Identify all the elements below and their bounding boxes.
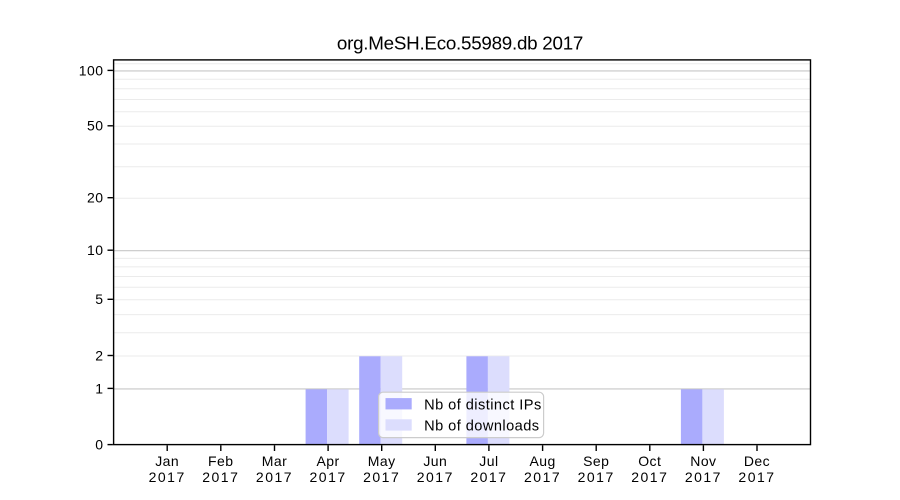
- svg-text:Dec: Dec: [744, 453, 770, 469]
- svg-text:2017: 2017: [310, 469, 347, 485]
- svg-text:10: 10: [87, 242, 103, 258]
- svg-text:Jul: Jul: [479, 453, 498, 469]
- svg-text:0: 0: [95, 437, 103, 453]
- svg-text:1: 1: [95, 380, 103, 396]
- svg-text:Nov: Nov: [690, 453, 716, 469]
- svg-text:2017: 2017: [738, 469, 775, 485]
- svg-text:2017: 2017: [202, 469, 239, 485]
- svg-text:Nb of distinct IPs: Nb of distinct IPs: [424, 398, 542, 414]
- svg-text:Nb of downloads: Nb of downloads: [424, 419, 539, 435]
- svg-text:2017: 2017: [685, 469, 722, 485]
- svg-text:2017: 2017: [470, 469, 507, 485]
- svg-text:org.MeSH.Eco.55989.db 2017: org.MeSH.Eco.55989.db 2017: [337, 33, 583, 54]
- svg-text:Mar: Mar: [262, 453, 287, 469]
- svg-text:2017: 2017: [578, 469, 615, 485]
- svg-text:2: 2: [95, 347, 103, 363]
- svg-text:2017: 2017: [363, 469, 400, 485]
- svg-text:Jan: Jan: [155, 453, 179, 469]
- svg-text:100: 100: [79, 62, 104, 78]
- svg-text:2017: 2017: [524, 469, 561, 485]
- svg-text:Feb: Feb: [208, 453, 233, 469]
- svg-text:50: 50: [87, 118, 103, 134]
- svg-text:5: 5: [95, 291, 103, 307]
- svg-text:2017: 2017: [631, 469, 668, 485]
- svg-text:Apr: Apr: [317, 453, 340, 469]
- svg-text:2017: 2017: [256, 469, 293, 485]
- svg-text:20: 20: [87, 190, 103, 206]
- svg-text:Jun: Jun: [423, 453, 447, 469]
- svg-text:Aug: Aug: [529, 453, 555, 469]
- svg-text:2017: 2017: [417, 469, 454, 485]
- svg-text:2017: 2017: [149, 469, 186, 485]
- svg-text:Oct: Oct: [638, 453, 661, 469]
- svg-text:May: May: [368, 453, 396, 469]
- svg-text:Sep: Sep: [583, 453, 609, 469]
